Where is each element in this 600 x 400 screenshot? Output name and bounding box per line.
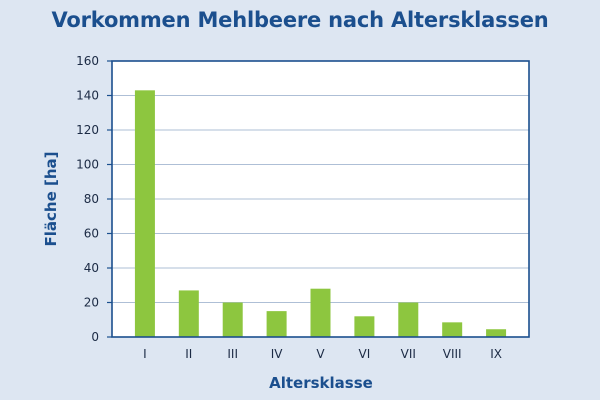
bars xyxy=(134,90,507,337)
y-tick-label: 20 xyxy=(84,296,99,310)
x-tick-label: V xyxy=(316,347,325,361)
x-tick-label: VII xyxy=(401,347,416,361)
x-tick-label: VI xyxy=(359,347,371,361)
y-tick-label: 40 xyxy=(84,261,99,275)
bar-IX xyxy=(486,329,507,337)
x-axis-ticks: I II III IV V VI VII VIII IX xyxy=(143,347,502,361)
y-tick-label: 80 xyxy=(84,192,99,206)
bar-I xyxy=(134,90,155,337)
chart-title: Vorkommen Mehlbeere nach Altersklassen xyxy=(51,8,549,32)
bar-II xyxy=(178,290,199,337)
y-tick-label: 100 xyxy=(76,158,99,172)
y-tick-label: 0 xyxy=(91,330,99,344)
bar-V xyxy=(310,288,331,337)
x-tick-label: VIII xyxy=(443,347,462,361)
x-tick-label: IX xyxy=(490,347,502,361)
y-axis-ticks: 0 20 40 60 80 100 120 140 160 xyxy=(76,54,112,344)
bar-VIII xyxy=(442,322,463,337)
bar-VI xyxy=(354,316,375,337)
y-tick-label: 120 xyxy=(76,123,99,137)
x-tick-label: I xyxy=(143,347,147,361)
x-tick-label: IV xyxy=(271,347,284,361)
x-tick-label: II xyxy=(185,347,192,361)
x-tick-label: III xyxy=(227,347,238,361)
y-tick-label: 140 xyxy=(76,89,99,103)
y-tick-label: 160 xyxy=(76,54,99,68)
x-axis-title: Altersklasse xyxy=(269,374,373,392)
y-axis-title: Fläche [ha] xyxy=(42,152,60,247)
bar-IV xyxy=(266,311,287,337)
y-tick-label: 60 xyxy=(84,227,99,241)
bar-III xyxy=(222,302,243,337)
bar-VII xyxy=(398,302,419,337)
